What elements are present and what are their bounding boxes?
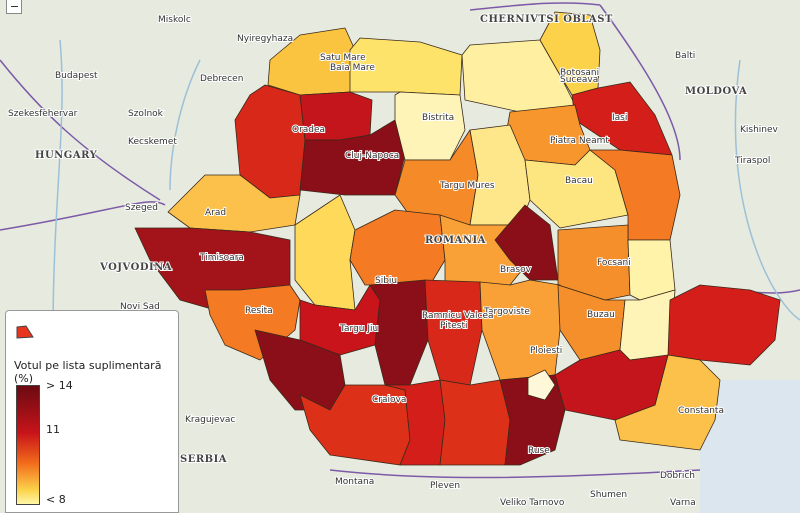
- counties: [134, 11, 781, 466]
- place-label: Ploiesti: [530, 346, 562, 356]
- county: [294, 194, 356, 311]
- place-label: Targu Jiu: [339, 324, 378, 334]
- place-label: Veliko Tarnovo: [500, 498, 565, 508]
- place-label: Kishinev: [740, 125, 779, 135]
- place-label: Miskolc: [158, 15, 191, 25]
- county: [554, 349, 669, 421]
- legend-label: 11: [46, 423, 60, 436]
- place-label: Kecskemet: [128, 137, 177, 147]
- place-label: Targoviste: [483, 307, 530, 317]
- place-label: Ramnicu Valcea: [422, 311, 494, 321]
- border-line: [0, 2, 800, 479]
- place-label: Timisoara: [199, 253, 244, 263]
- place-label: Resita: [245, 306, 273, 316]
- place-label: Satu Mare: [320, 53, 366, 63]
- county: [627, 239, 676, 301]
- legend-title: Votul pe lista suplimentară (%): [14, 359, 162, 385]
- county: [527, 369, 556, 401]
- legend-gradient: [16, 385, 40, 505]
- region-label: MOLDOVA: [685, 86, 747, 97]
- place-label: Szekesfehervar: [8, 109, 78, 119]
- place-label: Buzau: [587, 310, 615, 320]
- place-label: Szeged: [125, 203, 158, 213]
- place-label: Bacau: [565, 176, 593, 186]
- county: [461, 39, 576, 113]
- place-label: Shumen: [590, 490, 627, 500]
- place-label: Brasov: [500, 265, 532, 275]
- place-label: Tiraspol: [734, 156, 770, 166]
- place-label: Baia Mare: [330, 63, 375, 73]
- region-label: CHERNIVTSI OBLAST: [480, 14, 613, 25]
- county: [439, 379, 511, 466]
- place-label: Oradea: [292, 125, 325, 135]
- legend-label: > 14: [46, 379, 73, 392]
- place-label: Botosani: [560, 68, 599, 78]
- place-label: Balti: [675, 51, 695, 61]
- place-label: Kragujevac: [185, 415, 235, 425]
- legend-label: < 8: [46, 493, 66, 506]
- county: [394, 91, 466, 161]
- legend-icon: [16, 325, 34, 339]
- place-label: Varna: [670, 498, 696, 508]
- region-label: VOJVODINA: [99, 262, 172, 273]
- place-label: Sibiu: [375, 276, 397, 286]
- map-button[interactable]: [6, 0, 22, 14]
- place-label: Montana: [335, 477, 374, 487]
- place-label: Suceava: [560, 75, 598, 85]
- place-label: Szolnok: [128, 109, 164, 119]
- region-label: SERBIA: [180, 454, 227, 465]
- place-label: Cluj-Napoca: [345, 151, 399, 161]
- place-label: Craiova: [372, 395, 406, 405]
- labels: Miskolc Nyiregyhaza Budapest Szekesfehervar…: [7, 13, 780, 509]
- place-label: Focsani: [597, 258, 631, 268]
- county: [571, 81, 673, 156]
- region-label: ROMANIA: [425, 235, 486, 246]
- place-label: Nyiregyhaza: [237, 34, 293, 44]
- place-label: Iasi: [612, 113, 627, 123]
- region-label: HUNGARY: [35, 150, 98, 161]
- place-label: Pitesti: [440, 321, 468, 331]
- place-label: Piatra Neamt: [550, 136, 609, 146]
- legend: Votul pe lista suplimentară (%) > 14 11 …: [5, 310, 179, 513]
- place-label: Pleven: [430, 481, 460, 491]
- place-label: Bistrita: [422, 113, 454, 123]
- county: [619, 289, 676, 361]
- place-label: Arad: [205, 208, 226, 218]
- county: [349, 209, 446, 286]
- place-label: Dobrich: [660, 471, 695, 481]
- place-label: Ruse: [528, 446, 550, 456]
- place-label: Debrecen: [200, 74, 243, 84]
- county: [349, 37, 463, 96]
- place-label: Targu Mures: [439, 181, 495, 191]
- place-label: Budapest: [55, 71, 98, 81]
- county: [589, 149, 681, 241]
- place-label: Constanta: [678, 406, 724, 416]
- county: [539, 11, 601, 96]
